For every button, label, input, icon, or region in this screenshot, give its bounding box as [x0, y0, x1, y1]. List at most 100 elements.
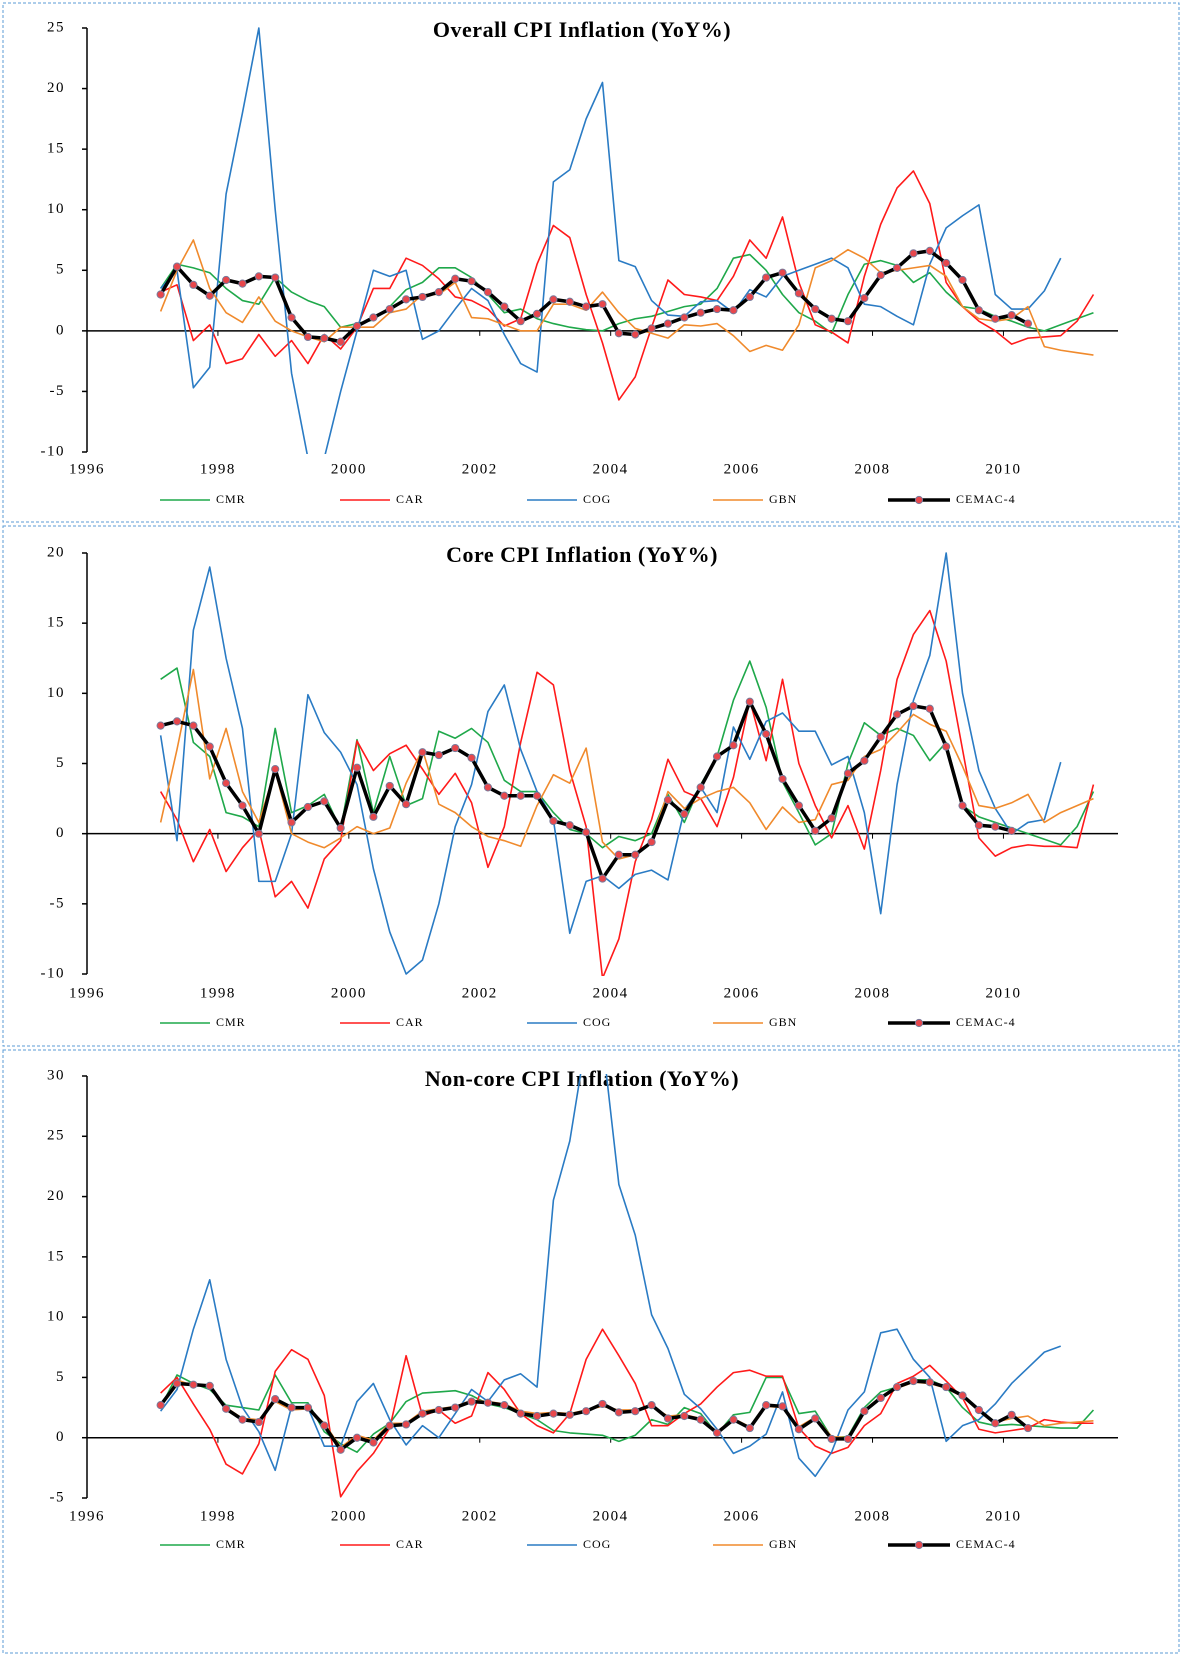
series-marker — [483, 783, 493, 792]
series-marker — [549, 1409, 558, 1418]
legend-label: CAR — [396, 1537, 424, 1551]
y-tick-label: 15 — [47, 615, 65, 631]
series-marker — [1007, 1410, 1016, 1419]
series-marker — [680, 809, 689, 819]
series-marker — [729, 741, 738, 750]
legend-label: COG — [583, 492, 611, 506]
series-marker — [811, 826, 820, 835]
y-tick-label: 20 — [47, 80, 65, 96]
series-marker — [942, 742, 951, 751]
series-marker — [827, 814, 836, 823]
series-line — [160, 27, 1062, 454]
y-tick-label: 0 — [56, 1429, 65, 1445]
series-marker — [876, 271, 885, 280]
series-marker — [418, 748, 427, 757]
series-marker — [631, 330, 640, 339]
series-marker — [336, 337, 345, 346]
legend-label: GBN — [769, 1015, 797, 1029]
series-marker — [647, 1401, 656, 1410]
series-marker — [369, 1438, 378, 1447]
series-marker — [631, 850, 640, 859]
series-marker — [402, 1420, 411, 1429]
x-tick-label: 1998 — [200, 1508, 236, 1524]
x-tick-label: 2004 — [593, 461, 629, 477]
plot-area — [156, 27, 1095, 454]
series-marker — [909, 249, 918, 258]
series-marker — [467, 1397, 476, 1406]
series-marker — [1007, 826, 1016, 835]
series-marker — [336, 823, 345, 833]
series-marker — [500, 1401, 509, 1410]
series-marker — [516, 317, 525, 326]
series-marker — [1023, 319, 1033, 328]
series-marker — [811, 1414, 820, 1423]
x-tick-label: 2008 — [855, 1508, 891, 1524]
series-marker — [663, 1414, 673, 1423]
series-line — [159, 1374, 1095, 1453]
series-marker — [434, 287, 443, 297]
x-tick-label: 1996 — [69, 1508, 105, 1524]
series-marker — [598, 874, 607, 883]
series-line — [160, 170, 1095, 401]
series-marker — [418, 292, 427, 302]
series-marker — [942, 258, 951, 268]
x-tick-label: 2006 — [724, 461, 760, 477]
x-tick-label: 1998 — [200, 985, 236, 1001]
panel-border — [2, 525, 1180, 1047]
series-marker — [745, 292, 754, 302]
legend-label: COG — [583, 1015, 611, 1029]
series-marker — [238, 1415, 247, 1424]
y-tick-label: -5 — [50, 895, 66, 911]
series-marker — [582, 1407, 591, 1416]
series-marker — [402, 295, 411, 304]
x-tick-label: 2002 — [462, 1508, 498, 1524]
series-marker — [892, 263, 902, 272]
series-marker — [156, 721, 165, 730]
x-tick-label: 2000 — [331, 1508, 367, 1524]
series-marker — [189, 1380, 198, 1389]
legend-label: CMR — [216, 1537, 246, 1551]
series-marker — [254, 829, 263, 838]
series-marker — [172, 1379, 182, 1388]
series-marker — [467, 277, 476, 286]
series-marker — [647, 837, 656, 847]
series-marker — [925, 704, 934, 713]
series-marker — [991, 822, 1000, 831]
y-tick-label: 10 — [47, 685, 65, 701]
x-tick-label: 2000 — [331, 461, 367, 477]
series-marker — [320, 334, 329, 343]
y-tick-label: 30 — [47, 1067, 65, 1083]
series-marker — [974, 306, 983, 315]
plot-area — [156, 1074, 1095, 1498]
series-marker — [712, 304, 722, 314]
series-marker — [287, 313, 296, 322]
plot-area — [156, 552, 1095, 976]
x-tick-label: 2006 — [724, 985, 760, 1001]
series-line — [160, 1074, 1061, 1478]
series-line — [160, 660, 1095, 849]
series-marker — [827, 1434, 836, 1444]
series-marker — [942, 1382, 951, 1392]
series-line — [159, 552, 1062, 975]
series-marker — [352, 1433, 362, 1442]
series-marker — [369, 812, 378, 821]
series-marker — [958, 275, 967, 285]
series-marker — [565, 297, 574, 306]
series-marker — [598, 1399, 607, 1409]
series-marker — [794, 1425, 803, 1434]
x-tick-label: 2004 — [593, 1508, 629, 1524]
series-marker — [254, 1417, 263, 1427]
series-marker — [729, 306, 738, 315]
y-tick-label: -5 — [50, 1489, 66, 1505]
series-marker — [516, 1409, 525, 1418]
series-marker — [631, 1407, 640, 1416]
series-marker — [352, 763, 362, 772]
panel-border — [2, 1049, 1180, 1654]
series-marker — [500, 791, 509, 800]
series-marker — [582, 302, 591, 311]
series-marker — [549, 816, 558, 826]
series-marker — [696, 308, 705, 317]
series-marker — [892, 710, 902, 719]
series-marker — [271, 765, 280, 774]
